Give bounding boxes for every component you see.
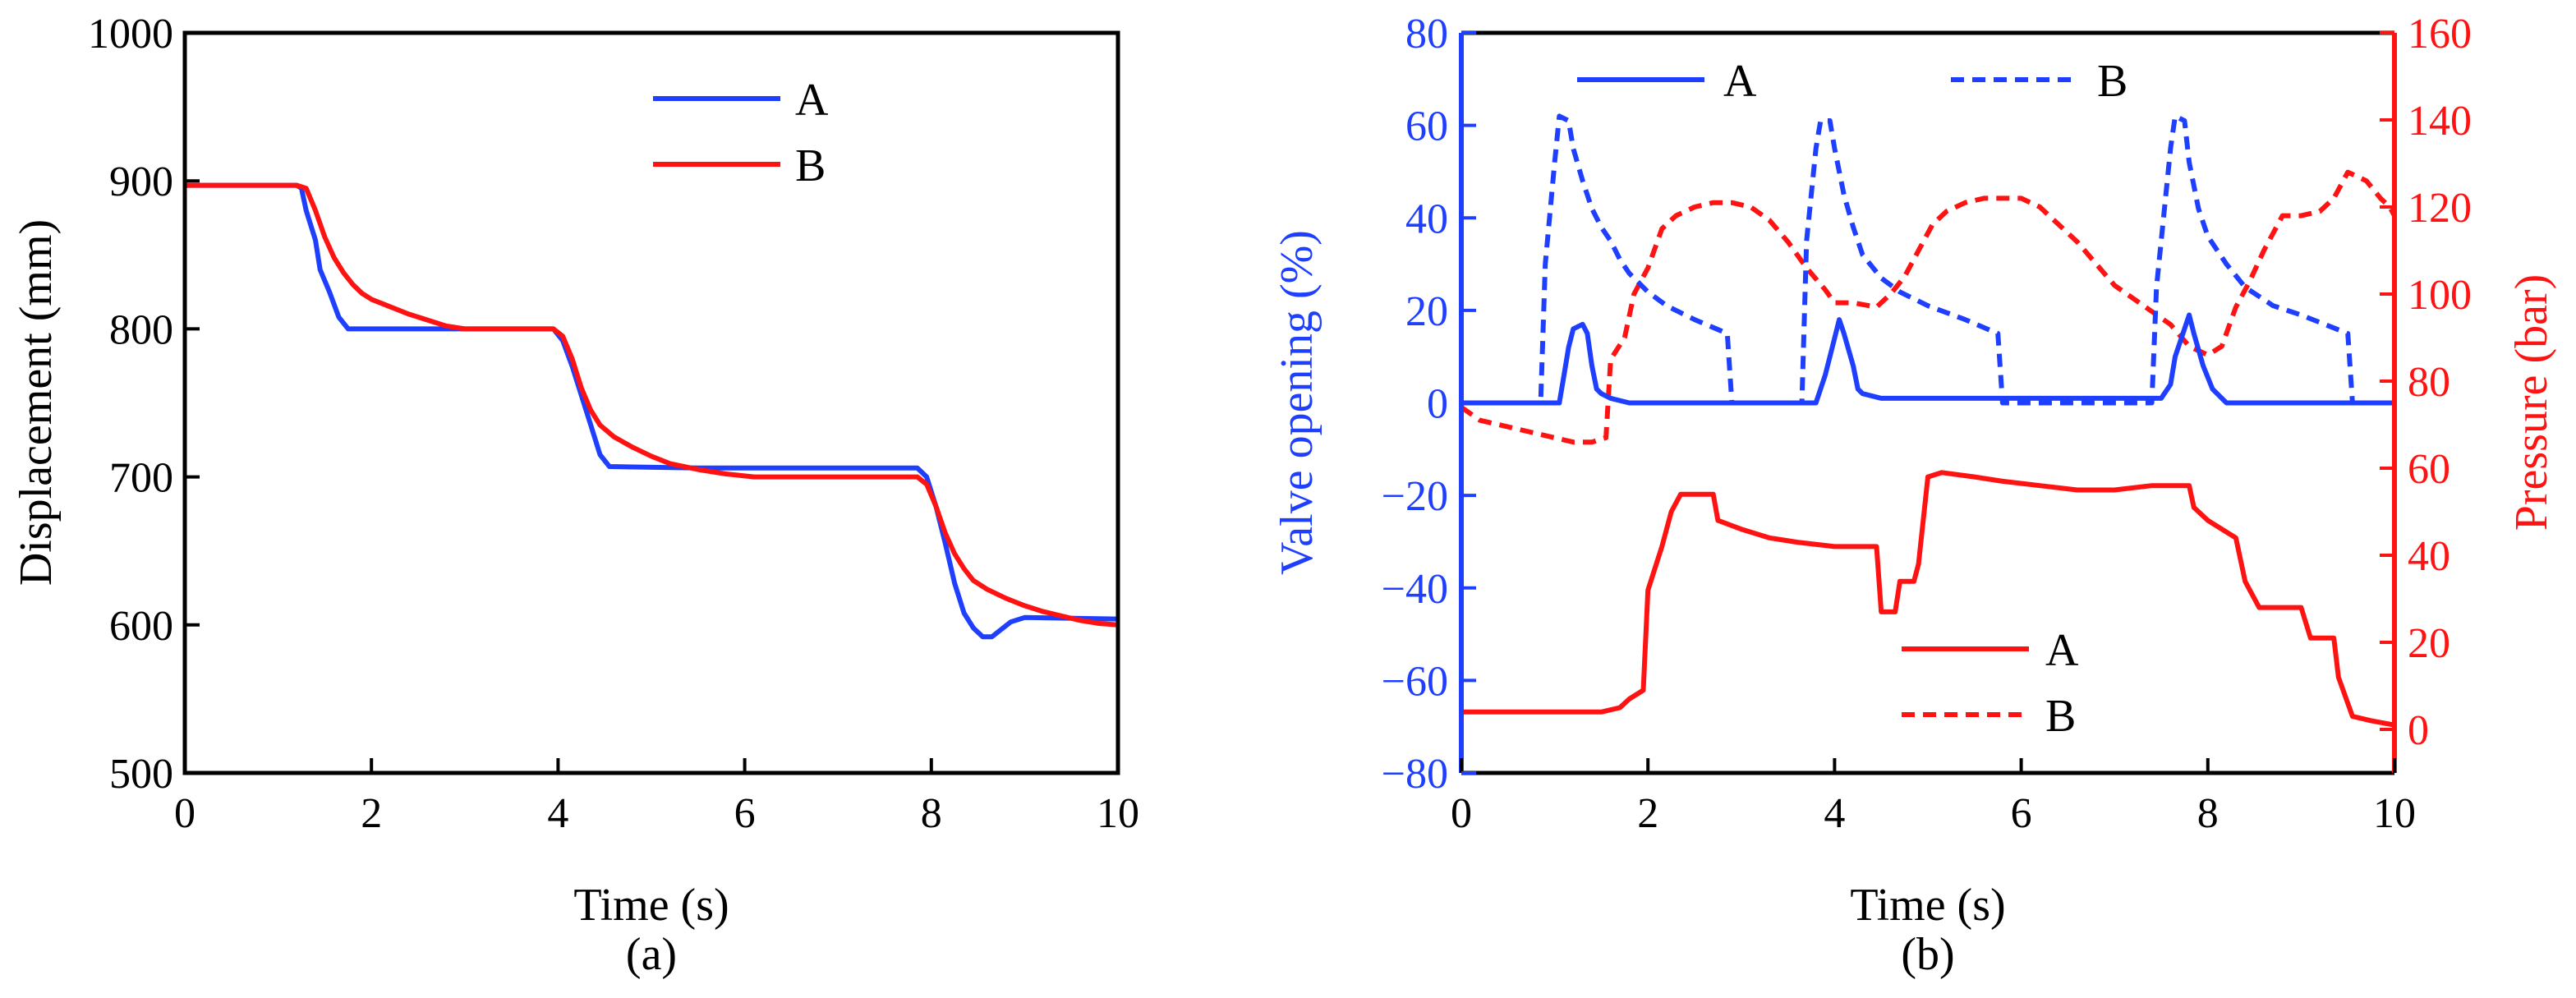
panel-b-left-y-tick-label: 20 <box>1405 288 1448 335</box>
panel-a-y-tick-label: 600 <box>109 603 173 650</box>
panel-a-x-tick-label: 6 <box>734 790 756 837</box>
panel-a-legend-label-a: A <box>795 75 829 126</box>
panel-a-y-tick-label: 1000 <box>88 11 173 57</box>
panel-b-pressure-legend-label-b: B <box>2045 691 2076 742</box>
panel-b-left-y-tick-label: −80 <box>1382 751 1448 798</box>
panel-b-x-tick-label: 4 <box>1824 790 1845 837</box>
panel-b-right-y-tick-label: 0 <box>2408 707 2429 754</box>
panel-a-legend: A B <box>653 75 829 191</box>
panel-a-y-axis-label: Displacement (mm) <box>11 219 62 586</box>
panel-b-left-y-tick-label: −60 <box>1382 658 1448 705</box>
panel-a-ticks: 0 2 4 6 8 10 500 600 700 800 900 1000 <box>88 11 1139 837</box>
panel-b-right-y-tick-label: 100 <box>2408 272 2472 319</box>
panel-b-pressure-legend-label-a: A <box>2045 625 2079 676</box>
panel-a-x-tick-label: 2 <box>361 790 382 837</box>
panel-a-caption: (a) <box>626 929 677 980</box>
panel-b-x-tick-label: 8 <box>2197 790 2219 837</box>
panel-b-valve-a-line <box>1461 312 2394 406</box>
panel-b-right-y-tick-label: 20 <box>2408 620 2450 667</box>
panel-b-pressure-a-line <box>1461 470 2395 728</box>
panel-a-x-tick-label: 8 <box>921 790 942 837</box>
panel-b-left-y-tick-label: 60 <box>1405 103 1448 150</box>
panel-b-pressure-legend: A B <box>1902 625 2079 742</box>
panel-a-x-tick-label: 10 <box>1097 790 1139 837</box>
panel-b-x-tick-label: 10 <box>2373 790 2416 837</box>
panel-b-x-tick-label: 0 <box>1451 790 1472 837</box>
panel-b-valve-b-line <box>1461 113 2394 406</box>
panel-b-left-y-tick-label: 40 <box>1405 195 1448 242</box>
panel-b-valve-legend-label-a: A <box>1723 56 1757 107</box>
panel-b-left-y-tick-label: −40 <box>1382 566 1448 613</box>
panel-b-left-y-tick-label: −20 <box>1382 473 1448 520</box>
panel-b-x-tick-label: 6 <box>2011 790 2032 837</box>
panel-a-y-tick-label: 500 <box>109 751 173 798</box>
panel-a-x-tick-label: 4 <box>547 790 568 837</box>
panel-a-x-tick-label: 0 <box>174 790 196 837</box>
panel-a-x-axis-label: Time (s) <box>573 880 729 931</box>
panel-b-caption: (b) <box>1901 929 1954 980</box>
panel-a-legend-label-b: B <box>795 140 826 191</box>
panel-b-right-y-tick-label: 160 <box>2408 11 2472 57</box>
panel-b-right-y-tick-label: 60 <box>2408 446 2450 493</box>
panel-a-series-a-line <box>185 182 1119 640</box>
panel-b-right-y-tick-label: 120 <box>2408 185 2472 232</box>
panel-a-y-tick-label: 900 <box>109 159 173 205</box>
panel-b-left-y-tick-label: 0 <box>1427 381 1448 428</box>
panel-b-valve-legend: A B <box>1577 56 2128 107</box>
panel-b-pressure-b-line <box>1460 169 2397 445</box>
panel-b-x-axis-label: Time (s) <box>1850 880 2005 931</box>
panel-a-series <box>185 182 1119 640</box>
panel-b-y-axis-label-left: Valve opening (%) <box>1272 230 1322 575</box>
panel-b-y-axis-label-right: Pressure (bar) <box>2506 274 2557 531</box>
panel-a-series-b-line <box>185 182 1119 628</box>
panel-b-right-y-tick-label: 140 <box>2408 98 2472 145</box>
panel-b-right-y-tick-label: 80 <box>2408 359 2450 406</box>
panel-b-left-y-tick-label: 80 <box>1405 11 1448 57</box>
panel-b-x-tick-label: 2 <box>1637 790 1658 837</box>
panel-a-y-tick-label: 700 <box>109 455 173 502</box>
panel-b-valve-legend-label-b: B <box>2097 56 2128 107</box>
panel-b-right-y-tick-label: 40 <box>2408 533 2450 580</box>
panel-b-ticks: 0 2 4 6 8 10 −80 −60 −40 −20 0 20 40 60 80 0 20 40 60 80 100… <box>1382 11 2472 837</box>
panel-b-series <box>1460 113 2397 728</box>
panel-a-frame <box>182 30 1120 775</box>
panel-a-y-tick-label: 800 <box>109 306 173 353</box>
panel-b-valve-pressure: 0 2 4 6 8 10 −80 −60 −40 −20 0 20 40 60 80 0 20 40 60 80 100… <box>1272 11 2557 980</box>
